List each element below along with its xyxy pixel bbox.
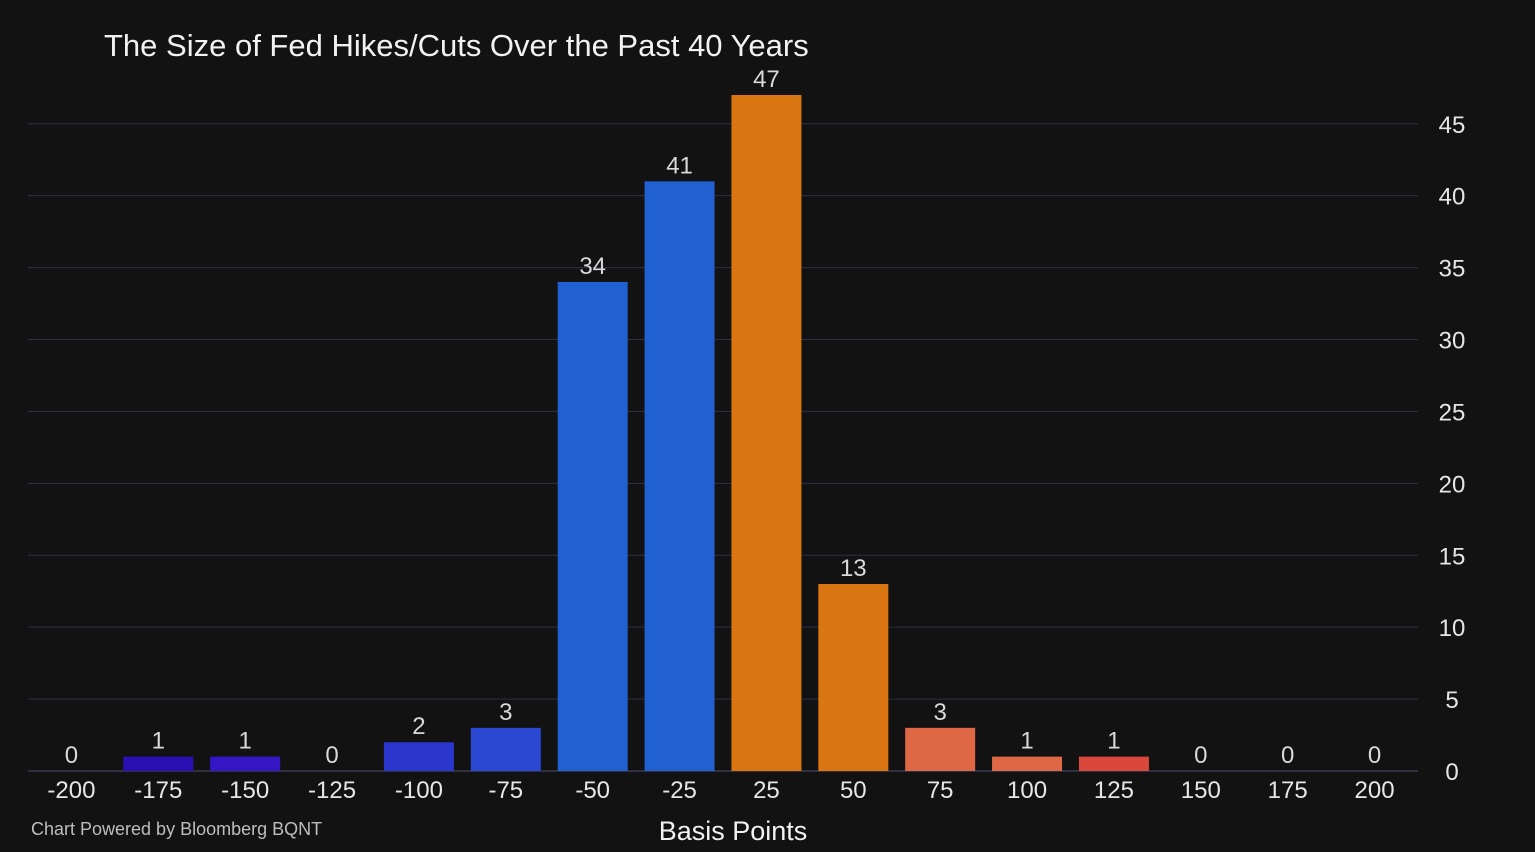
bar [731,95,802,771]
x-tick-label: -25 [662,777,697,804]
x-tick-label: 175 [1268,777,1308,804]
x-tick-label: -125 [308,777,356,804]
data-label: 1 [152,728,165,755]
x-tick-label: 150 [1181,777,1221,804]
x-tick-label: -175 [134,777,182,804]
chart-credit: Chart Powered by Bloomberg BQNT [31,819,323,839]
x-tick-label: 125 [1094,777,1134,804]
data-label: 0 [325,742,338,769]
data-label: 0 [1281,742,1294,769]
y-tick-label: 40 [1439,184,1466,211]
y-tick-label: 10 [1439,615,1466,642]
data-label: 0 [1194,742,1207,769]
data-label: 3 [499,699,512,726]
x-tick-label: 75 [927,777,954,804]
x-tick-label: 200 [1355,777,1395,804]
x-tick-label: -150 [221,777,269,804]
data-label: 13 [840,555,867,582]
bar [470,727,541,771]
chart-title: The Size of Fed Hikes/Cuts Over the Past… [104,28,809,63]
x-tick-label: -50 [575,777,610,804]
y-tick-label: 0 [1445,759,1458,786]
x-tick-label: 100 [1007,777,1047,804]
x-tick-label: -200 [47,777,95,804]
bar [383,742,454,771]
y-tick-label: 5 [1445,687,1458,714]
y-tick-label: 15 [1439,543,1466,570]
y-tick-label: 30 [1439,328,1466,355]
x-tick-label: 25 [753,777,780,804]
data-label: 2 [412,713,425,740]
data-label: 47 [753,66,780,93]
y-tick-label: 45 [1439,112,1466,139]
bar [557,281,628,771]
data-label: 1 [1107,728,1120,755]
y-tick-label: 20 [1439,471,1466,498]
data-label: 3 [934,699,947,726]
bar [818,584,889,771]
y-tick-label: 25 [1439,399,1466,426]
y-tick-label: 35 [1439,256,1466,283]
x-axis-title: Basis Points [658,816,808,846]
data-label: 1 [1020,728,1033,755]
data-label: 0 [65,742,78,769]
data-label: 1 [239,728,252,755]
data-label: 41 [666,152,693,179]
x-tick-label: -75 [488,777,523,804]
x-tick-label: -100 [395,777,443,804]
bar [1078,756,1149,771]
data-label: 34 [579,253,606,280]
bar [905,727,976,771]
bar [210,756,281,771]
data-label: 0 [1368,742,1381,769]
bar [123,756,194,771]
bar [992,756,1063,771]
x-tick-label: 50 [840,777,867,804]
bar [644,181,715,772]
